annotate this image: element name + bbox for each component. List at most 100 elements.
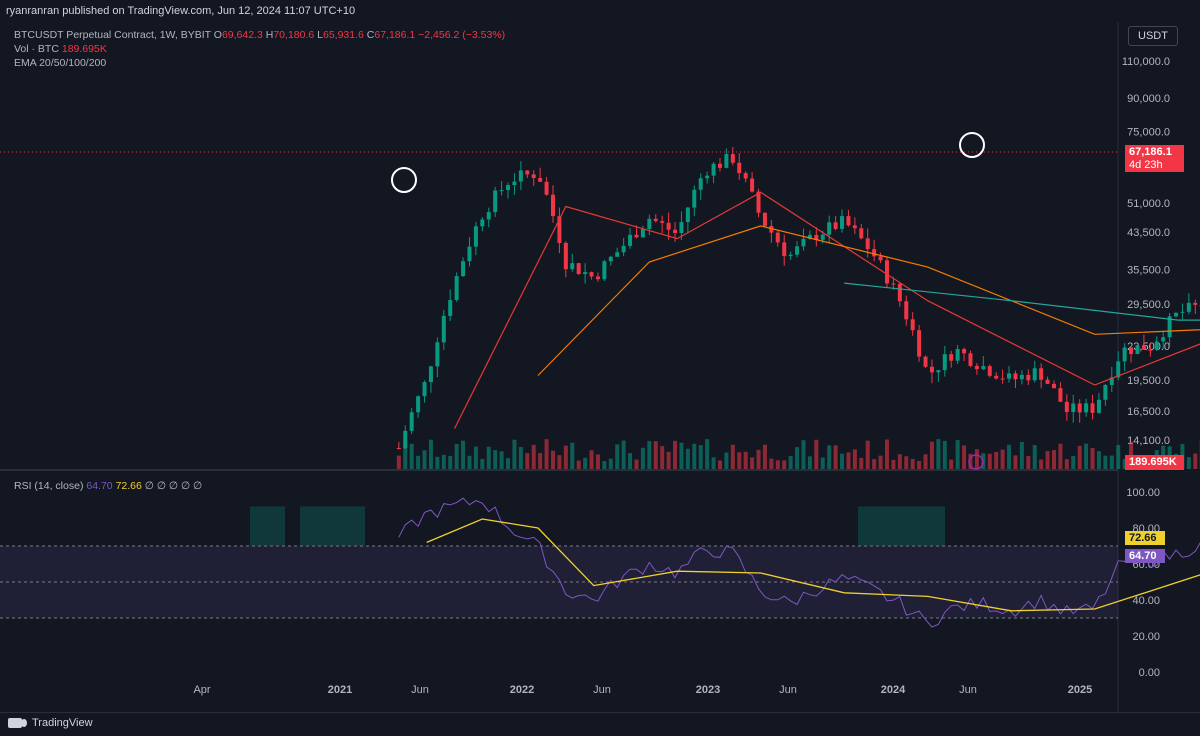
rsi-label[interactable]: RSI (14, close) [14,480,83,492]
candle-body [1103,385,1107,400]
volume-bar [789,456,793,469]
volume-bar [737,452,741,469]
candle-body [1033,368,1037,380]
volume-bar [397,456,401,469]
rsi-overbought-fill [858,506,945,546]
volume-bar [673,441,677,469]
volume-bar [622,441,626,469]
volume-bar [564,446,568,469]
price-axis-tick: 51,000.0 [1127,198,1170,210]
volume-label[interactable]: Vol · BTC [14,43,59,55]
volume-bar [512,440,516,469]
volume-bar [1071,456,1075,469]
volume-bar [551,451,555,469]
volume-bar [647,441,651,469]
candle-body [461,261,465,276]
volume-bar [1091,448,1095,469]
candle-body [1039,368,1043,379]
candle-body [480,219,484,226]
candle-body [577,263,581,274]
candle-body [891,284,895,285]
volume-bar [1001,450,1005,469]
candle-body [1013,373,1017,379]
price-axis-tick: 29,500.0 [1127,299,1170,311]
price-chart-svg[interactable]: 110,000.090,000.075,000.051,000.043,500.… [0,22,1200,712]
candle-body [1091,403,1095,413]
volume-bar [423,450,427,469]
candle-body [583,272,587,274]
candle-body [1052,384,1056,388]
candle-body [590,272,594,276]
rsi-value: 64.70 [86,480,112,492]
currency-button[interactable]: USDT [1128,26,1178,46]
candle-body [801,239,805,247]
candle-body [699,178,703,189]
candle-body [467,247,471,262]
volume-bar [1110,456,1114,469]
volume-bar [583,458,587,469]
candle-body [692,190,696,208]
low-value: 65,931.6 [323,29,364,41]
candle-body [435,342,439,366]
volume-bar [455,444,459,469]
candle-body [1187,303,1191,312]
candle-body [782,242,786,256]
candle-body [911,319,915,330]
rsi-overbought-fill [300,506,365,546]
time-axis-label: 2022 [510,684,534,696]
volume-bar [692,444,696,469]
price-axis-tick: 75,000.0 [1127,127,1170,139]
candle-body [821,235,825,240]
ema-label[interactable]: EMA 20/50/100/200 [14,57,106,69]
volume-bar [506,458,510,469]
price-axis-tick: 19,500.0 [1127,375,1170,387]
symbol-label[interactable]: BTCUSDT Perpetual Contract, 1W, BYBIT [14,29,211,41]
rsi-axis-tick: 40.00 [1132,595,1160,607]
change-value: −2,456.2 (−3.53%) [418,29,505,41]
candle-body [1174,313,1178,317]
volume-bar [930,442,934,469]
tradingview-brand: TradingView [32,717,93,729]
volume-tag: 189.695K [1125,455,1184,470]
candle-body [641,229,645,237]
volume-bar [705,439,709,469]
volume-bar [667,452,671,469]
tradingview-logo[interactable]: TradingView [8,717,93,729]
candle-body [416,396,420,412]
volume-bar [429,440,433,469]
volume-bar [763,445,767,469]
volume-bar [782,460,786,469]
candle-body [397,448,401,449]
candle-body [602,261,606,279]
volume-value: 189.695K [62,43,107,55]
volume-bar [557,455,561,469]
volume-bar [487,447,491,469]
candle-body [596,276,600,279]
candle-body [487,212,491,219]
volume-bar [962,445,966,469]
candle-body [763,213,767,226]
candle-body [474,226,478,246]
volume-bar [1078,446,1082,469]
high-value: 70,180.6 [273,29,314,41]
candle-body [1129,347,1133,354]
volume-bar [846,452,850,469]
candle-body [1020,375,1024,379]
volume-bar [1026,456,1030,469]
time-axis-label: Jun [779,684,797,696]
close-value: 67,186.1 [374,29,415,41]
countdown-tag: 4d 23h [1125,159,1184,172]
volume-bar [686,449,690,469]
volume-bar [1013,455,1017,469]
volume-bar [924,454,928,469]
volume-bar [1058,444,1062,469]
candle-body [442,316,446,342]
candle-body [737,163,741,173]
candle-body [949,354,953,361]
candle-body [493,190,497,212]
candle-body [789,255,793,256]
candle-body [532,174,536,178]
volume-bar [872,459,876,469]
candle-body [981,366,985,369]
